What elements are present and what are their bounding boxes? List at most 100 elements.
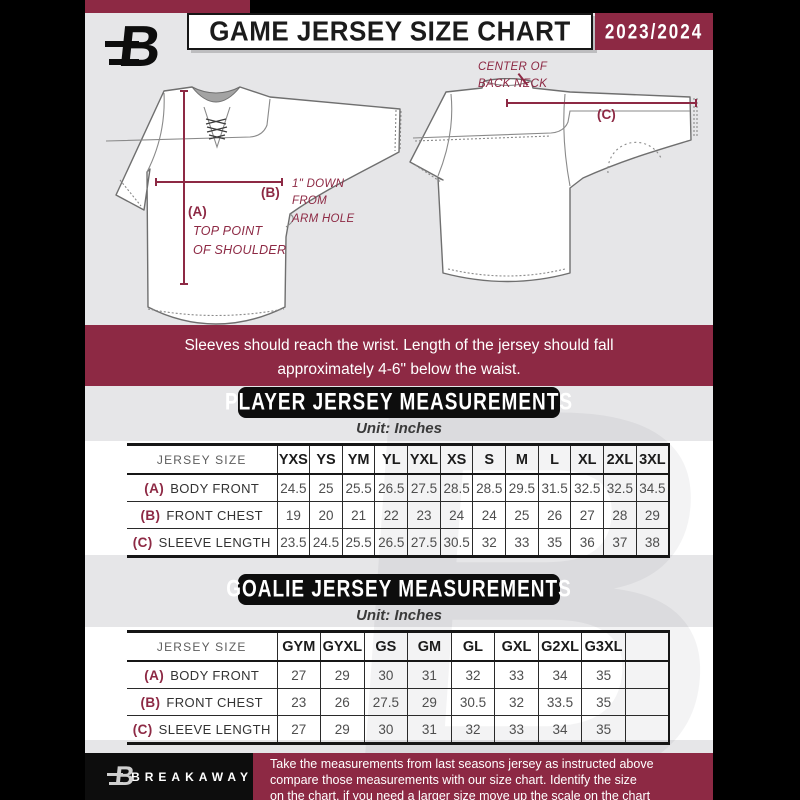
logo-bar	[105, 41, 139, 47]
cell: 29	[320, 661, 365, 689]
goalie-section-heading-box: GOALIE JERSEY MEASUREMENTS	[226, 574, 571, 605]
front-jersey-diagram	[105, 86, 402, 325]
cell: 32	[450, 661, 495, 689]
cell: 38	[635, 528, 669, 557]
cell: 23	[407, 501, 441, 529]
player-unit-label: Unit: Inches	[356, 420, 442, 437]
row-label-cell: (C) SLEEVE LENGTH	[132, 534, 271, 550]
cell: 27	[276, 661, 321, 689]
top-accent-tab	[85, 0, 250, 14]
goalie-col: G3XL	[581, 631, 626, 662]
player-col: XL	[570, 444, 604, 475]
fit-note-line1: Sleeves should reach the wrist. Length o…	[184, 337, 614, 354]
note-a: TOP POINT OF SHOULDER	[193, 222, 286, 260]
cell: 20	[309, 501, 343, 529]
player-col: M	[505, 444, 539, 475]
goalie-col	[624, 631, 669, 662]
note-b: 1" DOWN FROM ARM HOLE	[292, 176, 354, 228]
goalie-col: GYXL	[320, 631, 365, 662]
cell: 32	[450, 715, 495, 744]
cell: 30.5	[450, 688, 495, 716]
cell	[624, 715, 669, 744]
cell: 31.5	[537, 474, 571, 502]
label-b: (B)	[261, 185, 280, 200]
cell: 28.5	[472, 474, 506, 502]
cell	[624, 661, 669, 689]
row-label-cell: (B) FRONT CHEST	[127, 501, 277, 529]
player-col: YXS	[276, 444, 310, 475]
footer-instruction-line: compare those measurements with our size…	[270, 773, 637, 787]
content-area: B GAME JERSEY SIZE CHART 2023/2024 B	[85, 13, 713, 800]
cell: 31	[407, 715, 452, 744]
player-header-row: JERSEY SIZE YXS YS YM YL YXL XS S M L XL…	[127, 444, 669, 475]
cell: 34	[537, 661, 582, 689]
cell: 25.5	[341, 474, 375, 502]
note-b-line: FROM	[292, 195, 328, 208]
cell: 22	[374, 501, 408, 529]
row-label-cell: (A) BODY FRONT	[127, 661, 277, 689]
footer-brand-name: BREAKAWAY	[131, 769, 253, 784]
player-col: YM	[341, 444, 375, 475]
cell: 27.5	[363, 688, 408, 716]
player-col: YXL	[407, 444, 441, 475]
cell: 29	[635, 501, 669, 529]
back-jersey-diagram	[409, 78, 698, 283]
label-a: (A)	[188, 204, 207, 219]
player-col: YS	[309, 444, 343, 475]
player-col: XS	[439, 444, 473, 475]
logo-bar	[107, 772, 123, 776]
breakaway-logo-icon: B	[105, 14, 175, 85]
row-label-cell: (A) BODY FRONT	[127, 474, 277, 502]
player-col: L	[537, 444, 571, 475]
cell: 26	[320, 688, 365, 716]
row-label-cell: (B) FRONT CHEST	[127, 688, 277, 716]
note-center-back-neck: CENTER OF BACK NECK	[478, 59, 547, 94]
cell: 24.5	[276, 474, 310, 502]
cell: 30.5	[439, 528, 473, 557]
cell: 27	[276, 715, 321, 744]
cell: 29	[320, 715, 365, 744]
cell: 33	[505, 528, 539, 557]
breakaway-logo-icon: B	[107, 761, 136, 793]
cell: 21	[341, 501, 375, 529]
footer-instructions-box: Take the measurements from last seasons …	[253, 753, 713, 800]
cell: 35	[581, 688, 626, 716]
goalie-size-table: JERSEY SIZE GYM GYXL GS GM GL GXL G2XL G…	[127, 630, 670, 745]
cell: 33.5	[537, 688, 582, 716]
page-title: GAME JERSEY SIZE CHART	[209, 14, 571, 48]
cell: 32.5	[603, 474, 637, 502]
footer-instruction-line: Take the measurements from last seasons …	[270, 757, 654, 771]
season-badge: 2023/2024	[595, 13, 713, 50]
note-a-line: TOP POINT	[193, 224, 263, 238]
goalie-size-header: JERSEY SIZE	[127, 631, 277, 662]
cell: 23	[276, 688, 321, 716]
fit-note-banner: Sleeves should reach the wrist. Length o…	[85, 325, 713, 386]
goalie-col: GL	[450, 631, 495, 662]
cell: 34	[537, 715, 582, 744]
goalie-col: G2XL	[537, 631, 582, 662]
cell: 27.5	[407, 528, 441, 557]
table-row: (A) BODY FRONT 27 29 30 31 32 33 34 35	[127, 661, 669, 689]
dimension-line-c	[506, 99, 697, 107]
player-section-heading: PLAYER JERSEY MEASUREMENTS	[224, 388, 574, 415]
cell: 30	[363, 661, 408, 689]
cell: 26.5	[374, 528, 408, 557]
label-c: (C)	[597, 107, 616, 122]
cell: 29.5	[505, 474, 539, 502]
player-col: 3XL	[635, 444, 669, 475]
goalie-col: GYM	[276, 631, 321, 662]
cell: 35	[581, 715, 626, 744]
row-label-cell: (C) SLEEVE LENGTH	[132, 721, 271, 737]
cell: 28	[603, 501, 637, 529]
footer-brand-box: B BREAKAWAY	[85, 753, 253, 800]
cell: 37	[603, 528, 637, 557]
cell: 19	[276, 501, 310, 529]
cell: 35	[537, 528, 571, 557]
dimension-line-b	[155, 178, 283, 186]
cell: 33	[494, 715, 539, 744]
neck-note-line: BACK NECK	[478, 78, 548, 91]
logo-bar	[109, 59, 139, 65]
cell: 32.5	[570, 474, 604, 502]
cell: 29	[407, 688, 452, 716]
